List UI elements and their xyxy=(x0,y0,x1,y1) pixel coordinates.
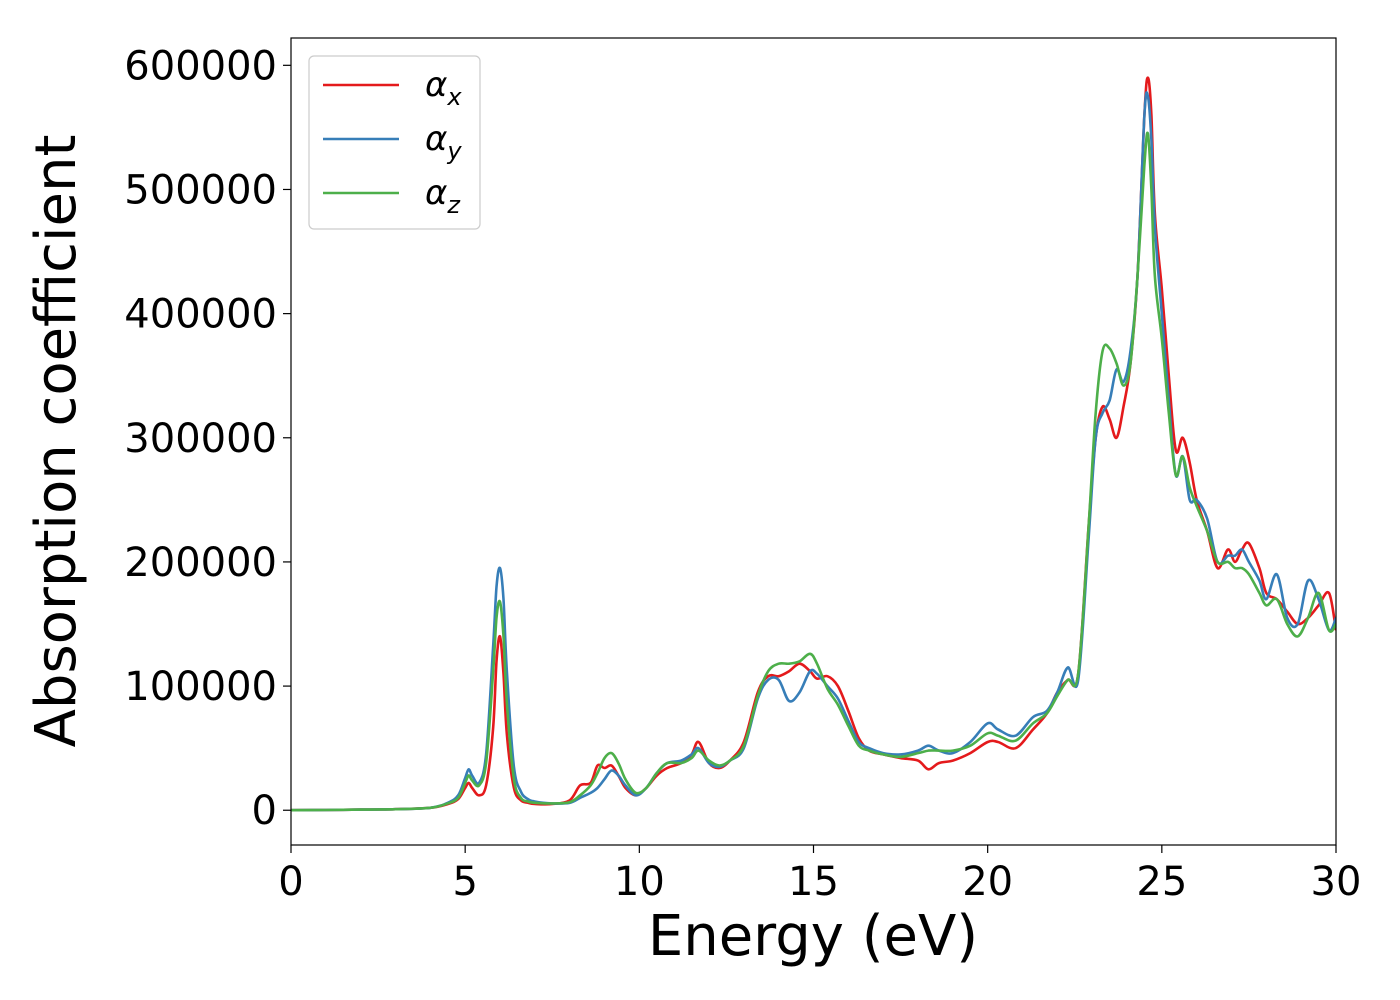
x-tick-label: 25 xyxy=(1136,859,1187,905)
y-tick-label: 100000 xyxy=(124,664,277,710)
y-axis: 0 100000 200000 300000 400000 500000 600000 xyxy=(124,43,291,834)
x-axis-title: Energy (eV) xyxy=(648,904,978,969)
legend-label-z: αz xyxy=(425,173,461,219)
series-layer xyxy=(291,76,1336,812)
y-tick-label: 400000 xyxy=(124,292,277,338)
x-tick-label: 0 xyxy=(278,859,303,905)
legend-symbol: α xyxy=(425,119,447,159)
x-tick-label: 10 xyxy=(614,859,665,905)
legend-subscript: z xyxy=(446,191,461,219)
y-tick-label: 500000 xyxy=(124,167,277,213)
x-tick-label: 5 xyxy=(452,859,477,905)
legend-symbol: α xyxy=(425,65,447,105)
series-line-z xyxy=(291,131,1336,812)
legend-frame xyxy=(308,55,481,230)
legend-subscript: y xyxy=(446,137,462,165)
legend-label-y: αy xyxy=(425,119,462,165)
y-tick-label: 200000 xyxy=(124,540,277,586)
legend-symbol: α xyxy=(425,173,447,213)
series-line-x xyxy=(291,76,1336,812)
legend-label-x: αx xyxy=(425,65,462,111)
x-tick-label: 15 xyxy=(788,859,839,905)
y-tick-label: 600000 xyxy=(124,43,277,89)
y-tick-label: 300000 xyxy=(124,416,277,462)
y-axis-title: Absorption coefficient xyxy=(24,135,89,748)
x-tick-label: 20 xyxy=(962,859,1013,905)
x-tick-label: 30 xyxy=(1311,859,1362,905)
legend-subscript: x xyxy=(446,83,462,111)
y-tick-label: 0 xyxy=(252,788,277,834)
x-axis: 0 5 10 15 20 25 30 xyxy=(278,845,1361,905)
